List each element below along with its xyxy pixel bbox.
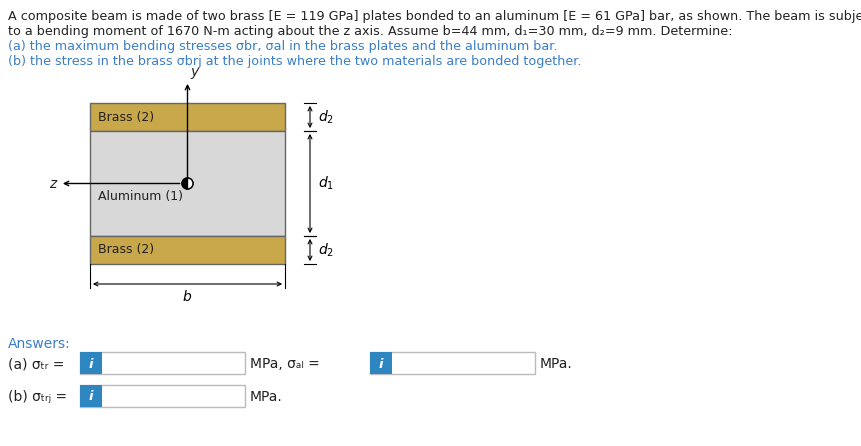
Text: Answers:: Answers: [8, 337, 71, 351]
Bar [370, 352, 535, 374]
Bar [80, 385, 245, 407]
Wedge shape [182, 178, 188, 189]
Text: $d_2$: $d_2$ [318, 241, 334, 259]
Circle shape [182, 178, 193, 189]
Bar [80, 352, 245, 374]
Text: (b) σₜᵣⱼ =: (b) σₜᵣⱼ = [8, 390, 71, 404]
Bar [90, 131, 285, 236]
Bar [370, 352, 392, 374]
Text: MPa.: MPa. [250, 390, 282, 404]
Text: to a bending moment of 1670 N-m acting about the z axis. Assume b=44 mm, d₁=30 m: to a bending moment of 1670 N-m acting a… [8, 25, 733, 38]
Text: Aluminum (1): Aluminum (1) [98, 190, 183, 202]
Bar [80, 385, 102, 407]
Text: MPa.: MPa. [540, 357, 573, 371]
Text: MPa, σₐₗ =: MPa, σₐₗ = [250, 357, 324, 371]
Bar [90, 103, 285, 131]
Text: z: z [49, 177, 56, 190]
Text: i: i [379, 358, 383, 371]
Text: i: i [89, 358, 93, 371]
Text: Brass (2): Brass (2) [98, 111, 154, 124]
Bar [90, 236, 285, 264]
Text: Brass (2): Brass (2) [98, 244, 154, 256]
Text: y: y [190, 65, 199, 79]
Bar [80, 352, 102, 374]
Text: $d_1$: $d_1$ [318, 175, 334, 192]
Text: $b$: $b$ [183, 289, 193, 304]
Text: i: i [89, 391, 93, 404]
Text: (a) the maximum bending stresses σbr, σal in the brass plates and the aluminum b: (a) the maximum bending stresses σbr, σa… [8, 40, 558, 53]
Text: A composite beam is made of two brass [E = 119 GPa] plates bonded to an aluminum: A composite beam is made of two brass [E… [8, 10, 861, 23]
Text: (b) the stress in the brass σbrj at the joints where the two materials are bonde: (b) the stress in the brass σbrj at the … [8, 55, 581, 68]
Text: $d_2$: $d_2$ [318, 108, 334, 126]
Text: (a) σₜᵣ =: (a) σₜᵣ = [8, 357, 69, 371]
Wedge shape [188, 178, 193, 189]
